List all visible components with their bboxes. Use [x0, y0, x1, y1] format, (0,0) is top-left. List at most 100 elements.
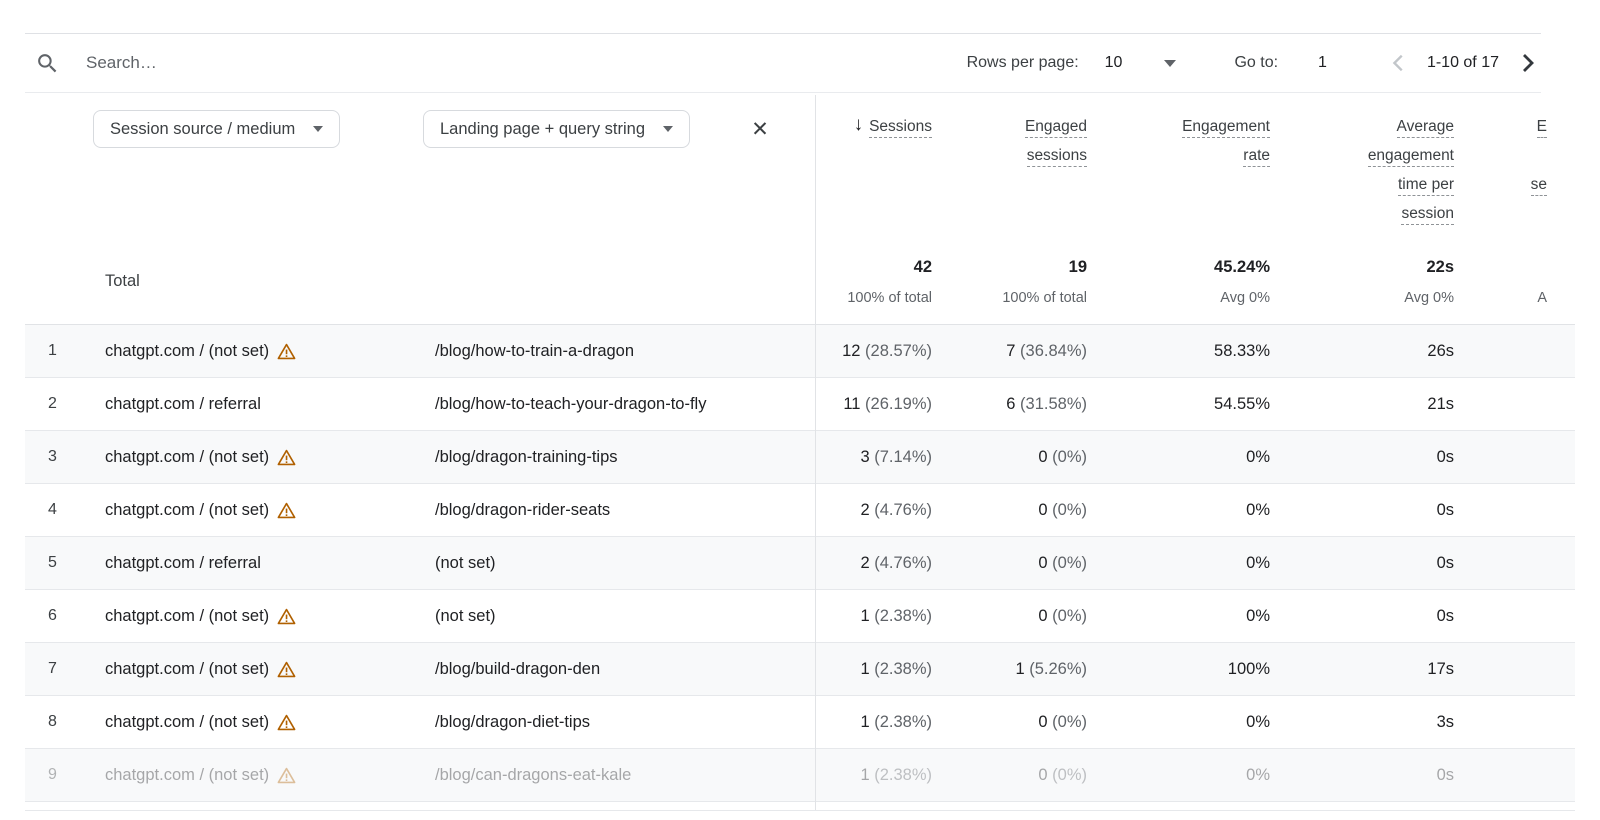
table-row[interactable]: 3 chatgpt.com / (not set) /blog/dragon-t… — [25, 431, 1575, 484]
cell-engaged-sessions: 0 (0%) — [1038, 765, 1087, 784]
source-medium-value: chatgpt.com / (not set) — [105, 713, 270, 731]
cell-landing-page: /blog/how-to-train-a-dragon — [410, 339, 815, 363]
table-body: 1 chatgpt.com / (not set) /blog/how-to-t… — [25, 325, 1575, 802]
dimension-dropdown-landing-page[interactable]: Landing page + query string — [423, 110, 691, 148]
source-medium-value: chatgpt.com / (not set) — [105, 766, 270, 784]
cell-avg-engagement-time: 17s — [1427, 659, 1454, 678]
table-row[interactable]: 5 chatgpt.com / referral (not set) 2 (4.… — [25, 537, 1575, 590]
remove-dimension-button[interactable]: ✕ — [751, 117, 769, 141]
row-number: 5 — [48, 554, 57, 571]
rows-per-page-select[interactable]: 10 — [1105, 54, 1177, 72]
row-number: 7 — [48, 660, 57, 677]
landing-page-value: /blog/how-to-train-a-dragon — [435, 342, 635, 360]
total-avg-engagement-time: 22s Avg 0% — [1404, 258, 1454, 306]
cell-avg-engagement-time: 0s — [1436, 553, 1454, 572]
table-row[interactable]: 1 chatgpt.com / (not set) /blog/how-to-t… — [25, 325, 1575, 378]
column-header-avg-engagement-time[interactable]: Average engagement time per session — [1278, 112, 1462, 228]
table-toolbar: Search… Rows per page: 10 Go to: 1 1-10 … — [25, 33, 1541, 93]
total-clipped: A — [1537, 290, 1547, 306]
cell-sessions: 2 (4.76%) — [860, 553, 932, 572]
cell-session-source-medium: chatgpt.com / (not set) — [80, 604, 410, 628]
source-medium-value: chatgpt.com / (not set) — [105, 501, 270, 519]
warning-icon — [277, 661, 296, 678]
cell-session-source-medium: chatgpt.com / (not set) — [80, 445, 410, 469]
cell-avg-engagement-time: 0s — [1436, 500, 1454, 519]
cell-landing-page: /blog/dragon-training-tips — [410, 445, 815, 469]
column-header-clipped[interactable]: E se — [1462, 112, 1575, 199]
column-header-engaged-sessions[interactable]: Engaged sessions — [940, 112, 1095, 170]
source-medium-value: chatgpt.com / (not set) — [105, 448, 270, 466]
cell-session-source-medium: chatgpt.com / (not set) — [80, 763, 410, 787]
cell-engagement-rate: 100% — [1227, 659, 1270, 678]
landing-page-value: (not set) — [435, 607, 496, 625]
table-row[interactable]: 8 chatgpt.com / (not set) /blog/dragon-d… — [25, 696, 1575, 749]
cell-engagement-rate: 0% — [1246, 606, 1270, 625]
column-header-sessions[interactable]: ↓ Sessions — [815, 112, 940, 141]
dimension-dropdown-label: Landing page + query string — [440, 119, 646, 138]
row-number: 3 — [48, 448, 57, 465]
source-medium-value: chatgpt.com / (not set) — [105, 660, 270, 678]
search-icon — [35, 51, 60, 76]
cell-engagement-rate: 58.33% — [1214, 341, 1270, 360]
cell-session-source-medium: chatgpt.com / (not set) — [80, 710, 410, 734]
dimension-dropdown-source-medium[interactable]: Session source / medium — [93, 110, 341, 148]
cell-session-source-medium: chatgpt.com / referral — [80, 392, 410, 416]
source-medium-value: chatgpt.com / (not set) — [105, 607, 270, 625]
cell-engaged-sessions: 6 (31.58%) — [1006, 394, 1087, 413]
dimension-dropdown-label: Session source / medium — [110, 119, 296, 138]
row-number: 4 — [48, 501, 57, 518]
table-row[interactable]: 6 chatgpt.com / (not set) (not set) 1 (2… — [25, 590, 1575, 643]
chevron-down-icon — [1164, 59, 1177, 67]
source-medium-value: chatgpt.com / (not set) — [105, 342, 270, 360]
warning-icon — [277, 767, 296, 784]
cell-avg-engagement-time: 21s — [1427, 394, 1454, 413]
cell-avg-engagement-time: 0s — [1436, 606, 1454, 625]
cell-engagement-rate: 0% — [1246, 447, 1270, 466]
go-to-input[interactable]: 1 — [1318, 54, 1327, 71]
cell-engaged-sessions: 7 (36.84%) — [1006, 341, 1087, 360]
landing-page-value: (not set) — [435, 554, 496, 572]
cell-sessions: 1 (2.38%) — [860, 765, 932, 784]
landing-page-value: /blog/build-dragon-den — [435, 660, 601, 678]
data-table: ↓ Sessions Engaged sessions Engagement r… — [25, 93, 1575, 802]
cell-engaged-sessions: 1 (5.26%) — [1015, 659, 1087, 678]
warning-icon — [277, 449, 296, 466]
source-medium-value: chatgpt.com / referral — [105, 554, 261, 572]
cell-landing-page: /blog/dragon-diet-tips — [410, 710, 815, 734]
cell-engaged-sessions: 0 (0%) — [1038, 447, 1087, 466]
previous-page-button[interactable] — [1385, 49, 1413, 77]
cell-landing-page: /blog/how-to-teach-your-dragon-to-fly — [410, 392, 815, 416]
rows-per-page-value: 10 — [1104, 54, 1123, 71]
cell-engaged-sessions: 0 (0%) — [1038, 500, 1087, 519]
chevron-down-icon — [313, 126, 324, 132]
cell-sessions: 3 (7.14%) — [860, 447, 932, 466]
cell-engaged-sessions: 0 (0%) — [1038, 606, 1087, 625]
cell-avg-engagement-time: 0s — [1436, 447, 1454, 466]
cell-avg-engagement-time: 0s — [1436, 765, 1454, 784]
column-header-engagement-rate[interactable]: Engagement rate — [1095, 112, 1278, 170]
warning-icon — [277, 714, 296, 731]
landing-page-value: /blog/can-dragons-eat-kale — [435, 766, 632, 784]
cell-sessions: 12 (28.57%) — [842, 341, 932, 360]
warning-icon — [277, 608, 296, 625]
search-input[interactable]: Search… — [25, 51, 967, 76]
pagination-range: 1-10 of 17 — [1426, 54, 1499, 71]
warning-icon — [277, 343, 296, 360]
cell-engaged-sessions: 0 (0%) — [1038, 712, 1087, 731]
rows-per-page-label: Rows per page: — [966, 54, 1079, 71]
next-page-button[interactable] — [1513, 49, 1541, 77]
table-total-row: Total 42 100% of total 19 100% of total … — [25, 240, 1575, 325]
cell-engaged-sessions: 0 (0%) — [1038, 553, 1087, 572]
total-sessions: 42 100% of total — [847, 258, 932, 306]
table-row[interactable]: 7 chatgpt.com / (not set) /blog/build-dr… — [25, 643, 1575, 696]
row-number: 8 — [48, 713, 57, 730]
table-row[interactable]: 9 chatgpt.com / (not set) /blog/can-drag… — [25, 749, 1575, 802]
cell-engagement-rate: 0% — [1246, 500, 1270, 519]
total-engaged-sessions: 19 100% of total — [1002, 258, 1087, 306]
table-row[interactable]: 2 chatgpt.com / referral /blog/how-to-te… — [25, 378, 1575, 431]
sort-descending-icon: ↓ — [853, 114, 864, 135]
table-row[interactable]: 4 chatgpt.com / (not set) /blog/dragon-r… — [25, 484, 1575, 537]
source-medium-value: chatgpt.com / referral — [105, 395, 261, 413]
cell-engagement-rate: 0% — [1246, 712, 1270, 731]
landing-page-value: /blog/dragon-diet-tips — [435, 713, 591, 731]
